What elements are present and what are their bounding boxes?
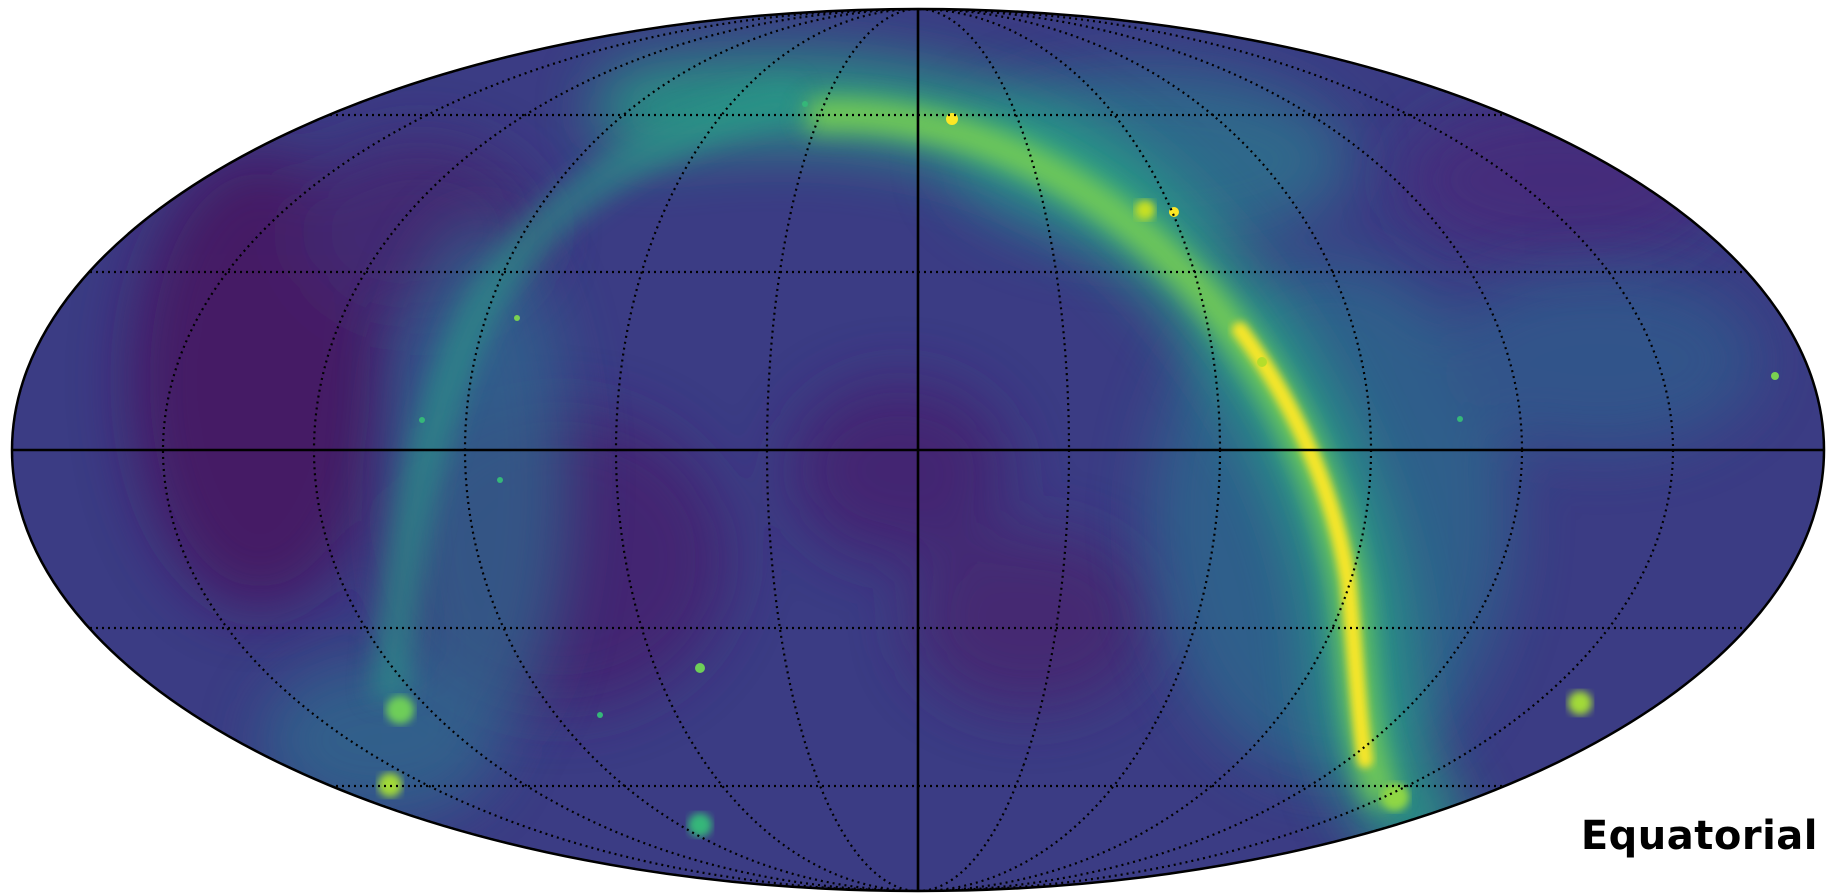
galactic-plane-bright xyxy=(1232,322,1373,768)
graticule-parallels xyxy=(12,113,1824,788)
galactic-plane-left xyxy=(370,80,804,702)
map-outline xyxy=(10,7,1826,893)
bright-sources xyxy=(378,101,1779,837)
coordinate-system-label: Equatorial xyxy=(1580,813,1818,859)
